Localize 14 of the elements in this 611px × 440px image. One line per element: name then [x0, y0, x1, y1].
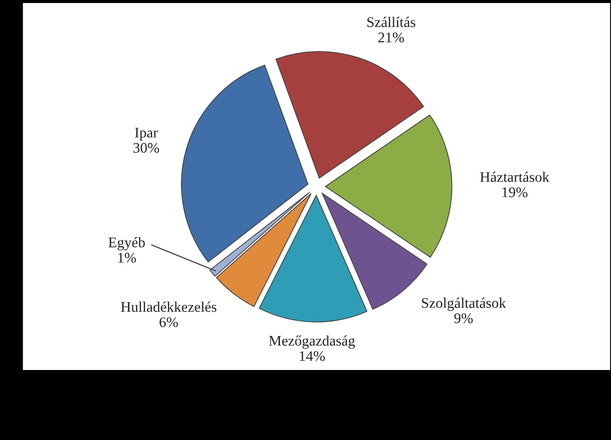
slice-label: Háztartások — [480, 172, 550, 182]
data-label: 14% — [300, 351, 325, 362]
slice-label: Ipar — [134, 128, 158, 140]
slice-label: Szállítás — [367, 16, 416, 28]
slice-label: Szolgáltatások — [422, 298, 506, 311]
data-label: 19% — [502, 187, 528, 198]
slice-label: Hulladékkezelés — [120, 302, 216, 312]
slice-label: Egyéb — [108, 237, 145, 250]
data-label: 30% — [134, 142, 160, 153]
data-label: 21% — [378, 32, 404, 42]
data-label: 1% — [118, 252, 136, 263]
data-label: 9% — [454, 313, 473, 324]
data-label: 6% — [160, 317, 178, 328]
slice-label: Mezőgazdaság — [269, 335, 355, 349]
